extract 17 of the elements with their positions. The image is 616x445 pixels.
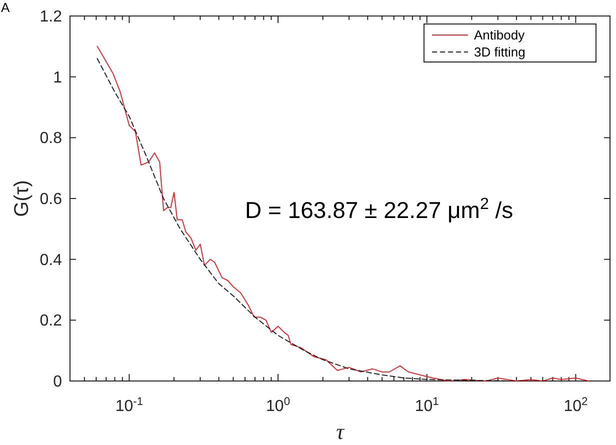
y-tick-label: 1	[53, 69, 62, 86]
x-tick-label: 10$^{-1}$	[115, 396, 144, 415]
y-tick-label: 1.2	[40, 8, 62, 26]
y-tick-label: 0.4	[40, 252, 62, 269]
y-tick-label: 0.6	[40, 191, 62, 208]
x-tick-label: 10$^{0}$	[266, 396, 290, 415]
x-axis-title: τ	[336, 419, 346, 444]
y-tick-label: 0.2	[40, 312, 62, 330]
x-tick-label: 10$^{1}$	[414, 396, 439, 415]
legend-label: Antibody	[474, 28, 526, 42]
y-tick-label: 0	[53, 374, 62, 390]
legend-label: 3D fitting	[474, 44, 526, 60]
y-axis-title: G(τ)	[11, 180, 33, 217]
annotation: D = 163.87 ± 22.27 μm$^{2}$ /s	[245, 195, 514, 223]
x-tick-label: 10$^{2}$	[564, 396, 588, 415]
y-tick-label: 0.8	[40, 130, 62, 148]
text: A	[1, 0, 10, 15]
